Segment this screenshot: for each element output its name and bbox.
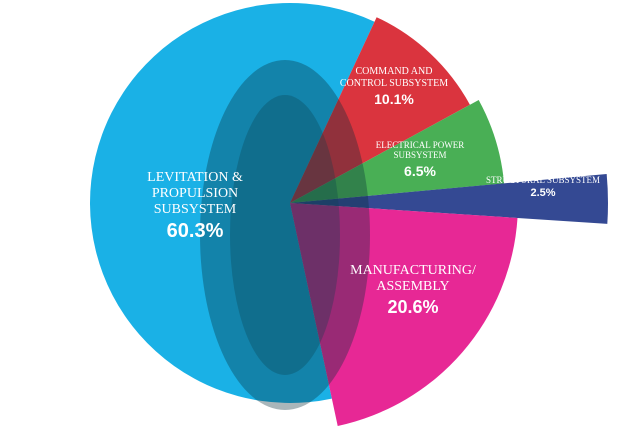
category-name: COMMAND AND CONTROL SUBSYSTEM [339, 66, 449, 89]
category-name: ELECTRICAL POWER SUBSYSTEM [375, 140, 465, 161]
pod-image [200, 60, 370, 410]
slice-label: LEVITATION & PROPULSION SUBSYSTEM 60.3% [125, 170, 265, 243]
category-name: STRUCTURAL SUBSYSTEM [486, 175, 600, 185]
value-label: 6.5% [404, 162, 436, 179]
slice [290, 17, 470, 203]
value-label: 2.5% [530, 187, 556, 200]
category-name: LEVITATION & PROPULSION SUBSYSTEM [147, 170, 243, 218]
slice [290, 203, 518, 426]
value-label: 20.6% [387, 297, 439, 318]
category-name: MANUFACTURING/ ASSEMBLY [350, 263, 476, 295]
slice [290, 173, 608, 224]
value-label: 60.3% [166, 220, 224, 243]
slice [290, 99, 505, 203]
slice [89, 2, 375, 404]
slice-label: COMMAND AND CONTROL SUBSYSTEM 10.1% [338, 66, 450, 107]
slice-label: STRUCTURAL SUBSYSTEM 2.5% [478, 175, 608, 199]
slice-label: MANUFACTURING/ ASSEMBLY 20.6% [343, 263, 483, 318]
slice-label: ELECTRICAL POWER SUBSYSTEM 6.5% [370, 140, 470, 179]
pod-image-inner [230, 95, 340, 375]
value-label: 10.1% [374, 91, 414, 107]
